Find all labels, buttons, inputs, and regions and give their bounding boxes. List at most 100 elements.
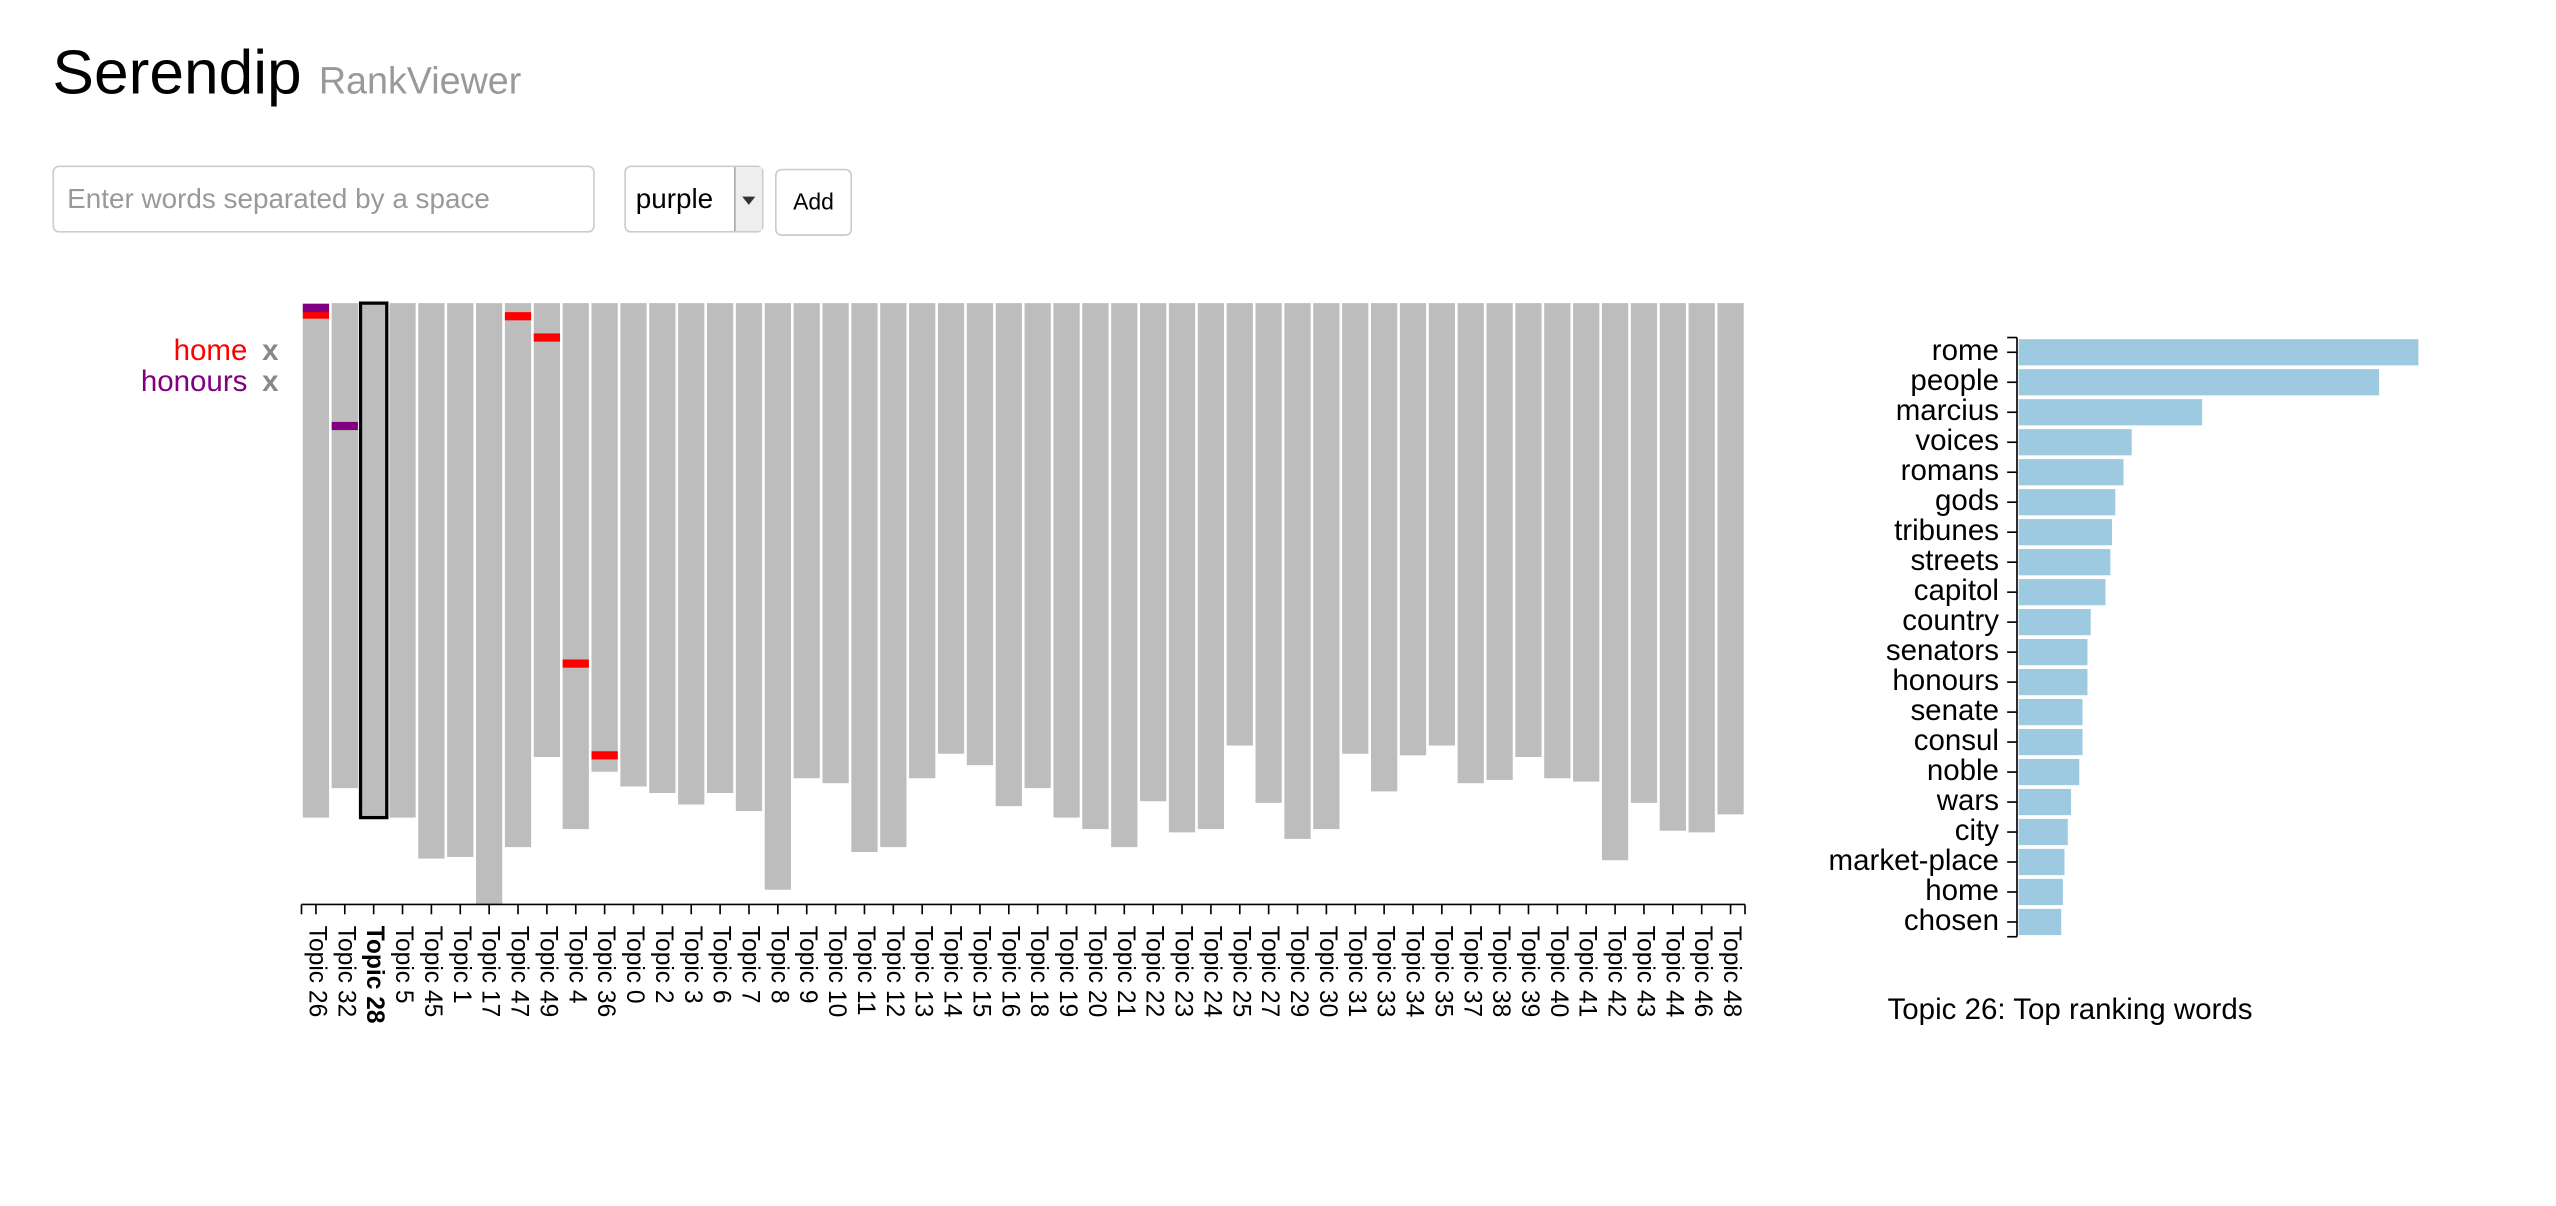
topic-label[interactable]: Topic 8	[765, 926, 792, 1004]
topic-label[interactable]: Topic 43	[1631, 926, 1658, 1018]
topic-label[interactable]: Topic 24	[1198, 926, 1225, 1018]
topic-label[interactable]: Topic 13	[910, 926, 937, 1017]
topic-bar	[706, 303, 734, 794]
topic-label[interactable]: Topic 1	[448, 926, 475, 1004]
word-tick-label: senate	[1910, 694, 1999, 727]
topic-label[interactable]: Topic 28	[361, 926, 388, 1024]
topic-label[interactable]: Topic 40	[1545, 926, 1572, 1018]
word-tick-label: home	[1925, 874, 1999, 907]
topic-bar	[966, 303, 994, 766]
topic-bar	[1053, 303, 1080, 818]
word-bar	[2018, 639, 2088, 666]
topic-label[interactable]: Topic 4	[563, 926, 590, 1004]
topic-label[interactable]: Topic 29	[1285, 926, 1312, 1018]
topic-label[interactable]: Topic 0	[621, 926, 648, 1004]
topic-label[interactable]: Topic 34	[1401, 926, 1428, 1018]
topic-label[interactable]: Topic 25	[1227, 926, 1254, 1018]
topic-bar	[649, 303, 676, 794]
topic-label[interactable]: Topic 46	[1689, 926, 1716, 1017]
word-tick-label: noble	[1927, 754, 1999, 787]
topic-label[interactable]: Topic 42	[1603, 926, 1630, 1018]
word-tick-label: honours	[1892, 664, 1999, 697]
topic-label[interactable]: Topic 16	[996, 926, 1023, 1018]
topic-label[interactable]: Topic 15	[967, 926, 994, 1018]
topic-label[interactable]: Topic 3	[679, 926, 706, 1004]
word-bar	[2018, 519, 2113, 546]
topic-label[interactable]: Topic 26	[303, 926, 330, 1017]
topic-label[interactable]: Topic 12	[881, 926, 908, 1017]
topic-label[interactable]: Topic 21	[1112, 926, 1139, 1017]
arrow-icon	[742, 196, 756, 205]
topic-label[interactable]: Topic 30	[1314, 926, 1341, 1018]
topic-label[interactable]: Topic 17	[477, 926, 504, 1017]
topic-label[interactable]: Topic 9	[794, 926, 821, 1004]
word-bar	[2018, 339, 2419, 366]
topic-label[interactable]: Topic 35	[1429, 926, 1456, 1018]
topic-label[interactable]: Topic 39	[1516, 926, 1543, 1018]
topic-label[interactable]: Topic 14	[939, 926, 966, 1018]
topic-label[interactable]: Topic 20	[1083, 926, 1110, 1017]
word-bar	[2018, 818, 2068, 846]
topic-label[interactable]: Topic 37	[1458, 926, 1485, 1018]
topic-bar	[620, 303, 647, 787]
topic-label[interactable]: Topic 31	[1343, 926, 1370, 1018]
topic-label[interactable]: Topic 38	[1487, 926, 1514, 1018]
word-bar	[2018, 908, 2062, 936]
topic-bar	[1255, 303, 1282, 803]
remove-word[interactable]: x	[262, 365, 279, 398]
topic-label[interactable]: Topic 19	[1054, 926, 1081, 1017]
topic-bar	[1370, 303, 1398, 792]
word-rank-marker	[504, 312, 532, 321]
word-tick-label: country	[1902, 604, 1999, 637]
word-tick-label: people	[1910, 364, 1999, 397]
topic-label[interactable]: Topic 18	[1025, 926, 1052, 1017]
topic-label[interactable]: Topic 44	[1660, 926, 1687, 1018]
topic-label[interactable]: Topic 33	[1372, 926, 1399, 1018]
word-bar	[2018, 549, 2111, 576]
topic-bar	[504, 303, 532, 848]
remove-word[interactable]: x	[262, 334, 279, 367]
topic-label[interactable]: Topic 48	[1718, 926, 1745, 1017]
topic-label[interactable]: Topic 10	[823, 926, 850, 1017]
word-bar	[2018, 579, 2106, 606]
topic-label[interactable]: Topic 11	[852, 926, 879, 1016]
topic-bar	[302, 303, 330, 818]
topic-label[interactable]: Topic 23	[1170, 926, 1197, 1017]
topic-label[interactable]: Topic 41	[1574, 926, 1601, 1018]
word-rank-marker	[302, 303, 330, 313]
topic-bar	[1601, 303, 1629, 861]
header: Serendip RankViewer	[52, 39, 521, 109]
topic-bar	[1717, 303, 1744, 815]
word-tick-label: voices	[1915, 424, 1999, 457]
topic-bar	[1659, 303, 1686, 831]
topic-label[interactable]: Topic 49	[534, 926, 561, 1017]
app-title: Serendip	[52, 39, 302, 109]
word-tick-label: city	[1955, 814, 1999, 847]
topic-label[interactable]: Topic 47	[506, 926, 533, 1017]
topic-bar	[937, 303, 965, 754]
add-button[interactable]: Add	[775, 168, 853, 236]
topic-label[interactable]: Topic 32	[332, 926, 359, 1017]
word-bar	[2018, 848, 2065, 876]
topic-bar	[764, 303, 791, 890]
color-select[interactable]: purple	[624, 165, 764, 233]
topic-bar	[562, 303, 589, 830]
dropdown-arrow	[734, 167, 762, 232]
word-input[interactable]: Enter words separated by a space	[52, 165, 595, 233]
topic-label[interactable]: Topic 5	[390, 926, 417, 1004]
topic-label[interactable]: Topic 22	[1141, 926, 1168, 1017]
topic-label[interactable]: Topic 6	[708, 926, 735, 1004]
topic-label[interactable]: Topic 2	[650, 926, 677, 1004]
topic-bar	[678, 303, 705, 805]
word-bar	[2018, 459, 2124, 486]
topic-label[interactable]: Topic 45	[419, 926, 446, 1017]
topic-bar	[1024, 303, 1051, 789]
topic-label[interactable]: Topic 36	[592, 926, 619, 1017]
topic-bar	[1428, 303, 1455, 746]
topic-bar	[995, 303, 1022, 807]
topic-label[interactable]: Topic 7	[736, 926, 763, 1004]
word-tick-label: senators	[1886, 634, 1999, 667]
topic-label[interactable]: Topic 27	[1256, 926, 1283, 1018]
